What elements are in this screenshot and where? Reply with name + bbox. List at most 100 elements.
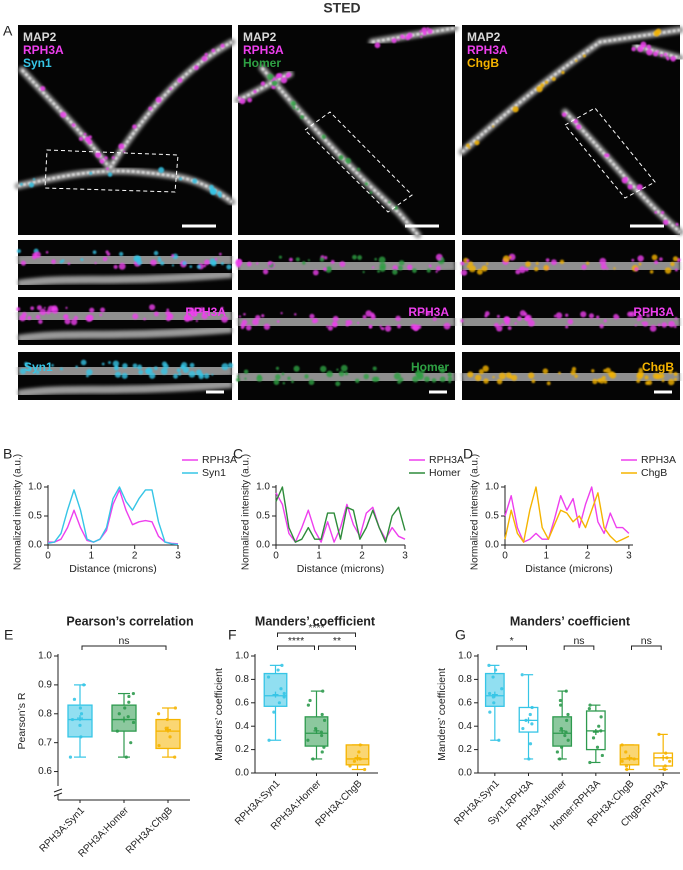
puncta — [460, 319, 464, 323]
dendrite-core — [237, 72, 291, 102]
puncta — [114, 371, 121, 378]
x-axis-label: Distance (microns) — [297, 563, 385, 575]
zoom-image — [235, 240, 456, 290]
puncta — [123, 150, 126, 153]
x-tick-label: 2 — [585, 551, 591, 562]
channel-label: MAP2 — [243, 30, 277, 44]
puncta — [182, 261, 187, 266]
puncta — [419, 30, 422, 33]
data-point — [266, 675, 271, 679]
puncta — [525, 268, 529, 272]
puncta — [528, 372, 535, 379]
data-point — [625, 767, 629, 772]
puncta — [644, 375, 649, 380]
data-point — [282, 691, 286, 696]
legend-label: RPH3A — [641, 454, 676, 466]
puncta — [474, 374, 482, 381]
puncta — [398, 260, 405, 266]
puncta — [153, 366, 158, 371]
data-point — [620, 743, 624, 747]
channel-label: RPH3A — [467, 43, 508, 57]
puncta — [101, 362, 105, 366]
puncta — [108, 361, 111, 364]
data-point — [78, 706, 82, 710]
puncta — [273, 379, 280, 385]
puncta — [16, 307, 21, 312]
puncta — [253, 89, 257, 94]
data-point — [558, 698, 562, 703]
channel-label: Syn1 — [23, 56, 52, 70]
puncta — [136, 259, 143, 266]
data-point — [322, 718, 327, 722]
puncta — [27, 367, 32, 372]
zoom-image: Syn1 — [17, 352, 234, 400]
puncta — [498, 372, 506, 380]
legend-label: Syn1 — [202, 467, 226, 479]
puncta — [100, 307, 106, 313]
puncta — [78, 136, 83, 141]
x-tick-label: 3 — [175, 551, 181, 562]
puncta — [312, 269, 319, 276]
puncta — [672, 256, 678, 262]
data-point — [559, 745, 564, 749]
puncta — [379, 325, 382, 328]
puncta — [43, 306, 46, 309]
puncta — [150, 259, 157, 266]
puncta — [540, 83, 545, 88]
puncta — [426, 268, 431, 273]
puncta — [260, 81, 266, 86]
zoom-image: RPH3A — [460, 297, 681, 345]
data-point — [165, 717, 169, 722]
y-tick-label: 0.7 — [38, 737, 52, 748]
data-point — [520, 673, 524, 677]
puncta — [201, 55, 208, 62]
puncta — [508, 253, 516, 261]
puncta — [291, 380, 294, 384]
data-point — [587, 707, 591, 711]
puncta — [89, 171, 93, 175]
puncta — [570, 370, 576, 376]
data-point — [79, 735, 83, 739]
puncta — [323, 267, 327, 272]
puncta — [286, 72, 292, 78]
puncta — [209, 184, 214, 190]
puncta — [675, 222, 679, 226]
puncta — [148, 106, 153, 111]
puncta — [326, 370, 333, 378]
series-line — [504, 486, 630, 543]
puncta — [362, 314, 367, 319]
puncta — [388, 201, 391, 204]
significance-label: * — [510, 635, 514, 647]
panel-letter: E — [4, 627, 13, 643]
puncta — [651, 254, 658, 261]
puncta — [182, 366, 190, 374]
puncta — [581, 264, 587, 270]
x-tick-label: 3 — [402, 551, 408, 562]
puncta — [674, 316, 678, 320]
puncta — [525, 314, 532, 322]
puncta — [412, 324, 420, 331]
puncta — [372, 366, 377, 371]
puncta — [481, 265, 488, 272]
puncta — [345, 322, 350, 327]
series-line — [47, 486, 179, 546]
y-tick-label: 0.5 — [28, 511, 42, 522]
puncta — [663, 52, 668, 57]
puncta — [662, 219, 669, 226]
y-tick-label: 0.6 — [38, 766, 52, 777]
legend-label: ChgB — [641, 467, 667, 479]
puncta — [106, 167, 109, 170]
puncta — [588, 313, 595, 319]
puncta — [466, 264, 470, 269]
significance-label: ns — [641, 635, 652, 647]
puncta — [377, 269, 381, 273]
puncta — [352, 254, 357, 260]
data-point — [124, 755, 128, 759]
data-point — [78, 723, 82, 727]
significance-bracket — [277, 645, 315, 650]
puncta — [238, 315, 242, 318]
puncta — [178, 372, 182, 376]
data-point — [173, 706, 178, 710]
puncta — [374, 257, 377, 261]
